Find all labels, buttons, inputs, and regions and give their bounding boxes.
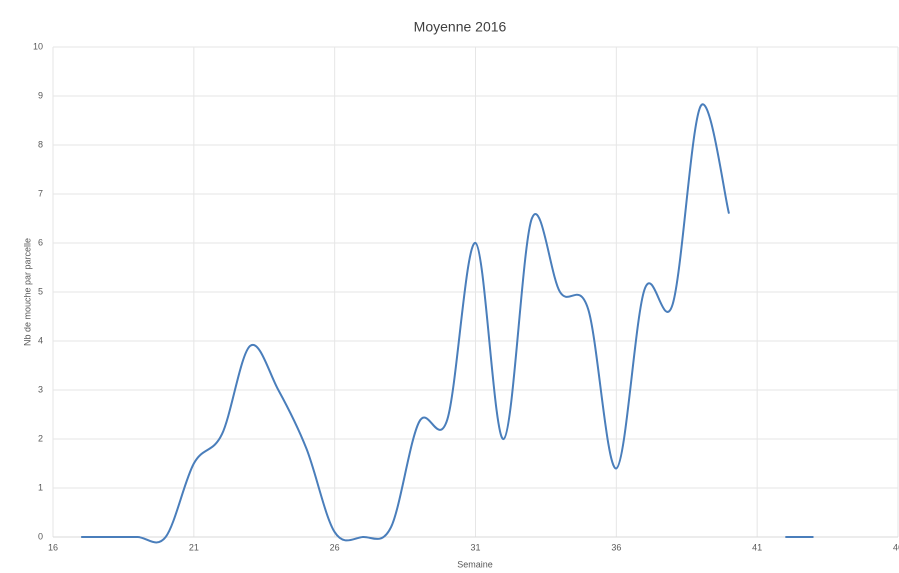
x-tick-label: 26 bbox=[330, 542, 340, 552]
y-tick-label: 10 bbox=[33, 41, 43, 51]
x-tick-label: 46 bbox=[893, 542, 899, 552]
y-tick-label: 6 bbox=[38, 237, 43, 247]
x-tick-label: 16 bbox=[48, 542, 58, 552]
line-series bbox=[81, 103, 814, 544]
y-tick-label: 7 bbox=[38, 188, 43, 198]
y-tick-label: 5 bbox=[38, 286, 43, 296]
y-axis-title: Nb de mouche par parcelle bbox=[22, 238, 32, 346]
y-tick-label: 4 bbox=[38, 335, 43, 345]
y-tick-label: 3 bbox=[38, 384, 43, 394]
x-tick-label: 41 bbox=[752, 542, 762, 552]
y-tick-label: 0 bbox=[38, 531, 43, 541]
x-tick-label: 21 bbox=[189, 542, 199, 552]
y-tick-label: 1 bbox=[38, 482, 43, 492]
y-tick-label: 9 bbox=[38, 90, 43, 100]
y-tick-label: 8 bbox=[38, 139, 43, 149]
y-tick-label: 2 bbox=[38, 433, 43, 443]
x-tick-label: 36 bbox=[611, 542, 621, 552]
x-axis-title: Semaine bbox=[457, 559, 493, 569]
x-tick-label: 31 bbox=[470, 542, 480, 552]
chart-title: Moyenne 2016 bbox=[414, 19, 507, 35]
